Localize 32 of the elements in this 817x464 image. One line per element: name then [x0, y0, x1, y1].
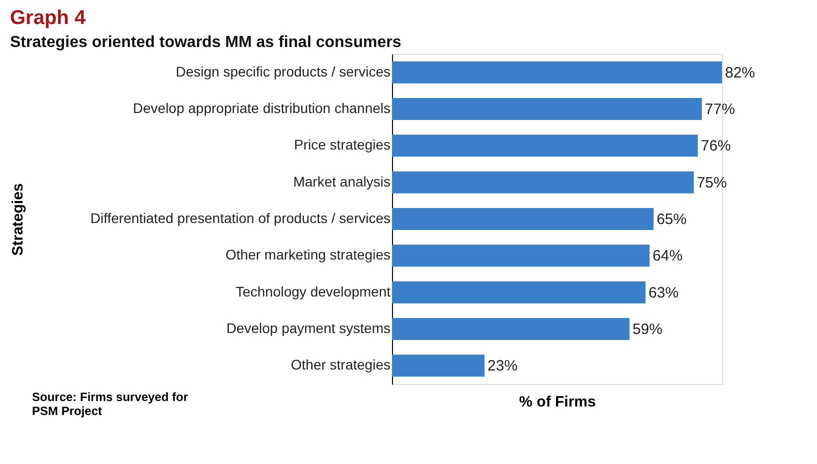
bar	[392, 244, 650, 267]
bar	[392, 134, 698, 157]
text: Strategies oriented towards MM as final consumers	[10, 34, 402, 51]
bar	[392, 61, 722, 84]
y-tick-label: Differentiated presentation of products / services	[90, 210, 390, 226]
bar	[392, 171, 694, 194]
data-label: 77%	[704, 101, 735, 118]
bar	[392, 318, 630, 340]
y-tick-label: Other marketing strategies	[226, 246, 390, 263]
y-tick-label: Technology development	[236, 283, 391, 300]
text: Graph 4	[10, 7, 86, 29]
y-tick-label: Price strategies	[294, 136, 390, 153]
data-label: 59%	[632, 321, 662, 338]
bar	[392, 208, 654, 230]
y-tick-label: Develop appropriate distribution channels	[132, 100, 390, 116]
data-label: 23%	[488, 358, 518, 375]
bar	[392, 354, 485, 377]
bar	[392, 98, 702, 120]
data-label: 75%	[696, 174, 727, 192]
y-tick-label: Market analysis	[293, 173, 390, 190]
x-axis-title: % of Firms	[519, 394, 596, 410]
y-tick-label: Design specific products / services	[176, 63, 390, 80]
y-tick-label: Other strategies	[290, 356, 390, 373]
data-label: 65%	[656, 211, 687, 228]
y-axis-title: Strategies	[10, 183, 26, 256]
data-label: 63%	[648, 284, 679, 302]
source-note: Source: Firms surveyed for PSM Project	[32, 390, 188, 418]
data-label: 76%	[700, 138, 731, 155]
data-label: 64%	[652, 248, 683, 265]
bar	[392, 281, 646, 304]
data-label: 82%	[725, 64, 756, 82]
y-tick-label: Develop payment systems	[226, 320, 390, 336]
